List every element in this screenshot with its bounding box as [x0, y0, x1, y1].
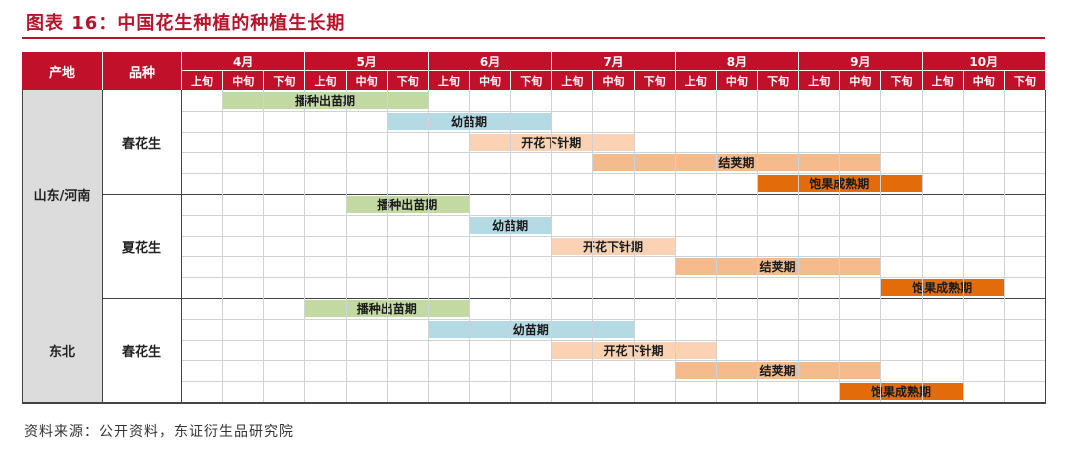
- header-month: 5月: [304, 52, 428, 70]
- header-dekad: 中旬: [222, 70, 264, 90]
- stage-bar: 结荚期: [674, 362, 881, 380]
- col-line: [304, 90, 306, 402]
- col-border: [22, 90, 23, 402]
- col-line: [386, 90, 388, 402]
- col-line: [798, 90, 800, 402]
- col-line: [962, 90, 964, 402]
- col-line: [674, 90, 676, 402]
- header-dekad: 中旬: [592, 70, 634, 90]
- header-month: 9月: [798, 52, 922, 70]
- col-border: [1045, 90, 1046, 402]
- col-line: [1003, 90, 1005, 402]
- row-line: [181, 214, 1045, 216]
- stage-bar: 播种出苗期: [222, 91, 428, 109]
- source-note: 资料来源：公开资料，东证衍生品研究院: [24, 424, 294, 440]
- header-month: 7月: [551, 52, 675, 70]
- header-variety: 品种: [102, 52, 181, 90]
- crop-label: 春花生: [121, 136, 161, 152]
- header-origin: 产地: [22, 52, 102, 90]
- header-dekad: 上旬: [304, 70, 346, 90]
- col-line: [880, 90, 882, 402]
- header-dekad: 上旬: [798, 70, 840, 90]
- row-line: [181, 152, 1045, 154]
- row-line: [181, 381, 1045, 383]
- row-line: [181, 360, 1045, 362]
- col-line: [510, 90, 512, 402]
- row-line: [181, 318, 1045, 320]
- region-cell: [22, 298, 102, 402]
- region-label: 东北: [48, 344, 75, 360]
- header-dekad: 下旬: [880, 70, 922, 90]
- page-title: 图表 16：中国花生种植的种植生长期: [26, 13, 346, 34]
- header-dekad: 中旬: [715, 70, 757, 90]
- header-dekad: 中旬: [345, 70, 387, 90]
- stage-bar: 饱果成熟期: [880, 279, 1004, 297]
- crop-label: 夏花生: [121, 240, 161, 256]
- row-line: [181, 235, 1045, 237]
- header-month: 4月: [181, 52, 305, 70]
- stage-bar: 开花下针期: [551, 237, 675, 255]
- header-month: 10月: [921, 52, 1045, 70]
- col-line: [592, 90, 594, 402]
- header-dekad: 下旬: [510, 70, 552, 90]
- col-line: [345, 90, 347, 402]
- header-month: 6月: [427, 52, 552, 70]
- region-separator: [22, 298, 1045, 299]
- header-dekad: 中旬: [469, 70, 511, 90]
- header-month: 8月: [674, 52, 799, 70]
- title-rule: [22, 37, 1045, 39]
- col-line: [427, 90, 429, 402]
- region-label: 山东/河南: [33, 188, 91, 204]
- col-line: [715, 90, 717, 402]
- col-line: [222, 90, 224, 402]
- stage-bar: 结荚期: [592, 154, 881, 172]
- header-dekad: 下旬: [386, 70, 428, 90]
- stage-bar: 结荚期: [674, 258, 881, 276]
- row-line: [181, 256, 1045, 258]
- header-dekad: 上旬: [181, 70, 223, 90]
- header-dekad: 上旬: [674, 70, 716, 90]
- col-line: [921, 90, 923, 402]
- stage-bar: 幼苗期: [427, 320, 634, 338]
- region-cell: [22, 90, 102, 298]
- table-bottom: [22, 402, 1046, 404]
- col-border: [181, 90, 182, 402]
- crop-separator: [102, 194, 1045, 195]
- col-line: [469, 90, 470, 402]
- header-dekad: 下旬: [263, 70, 305, 90]
- crop-label: 春花生: [121, 344, 161, 360]
- header-dekad: 上旬: [427, 70, 469, 90]
- row-line: [181, 110, 1045, 112]
- row-line: [181, 277, 1045, 279]
- header-dekad: 上旬: [921, 70, 963, 90]
- header-dekad: 下旬: [757, 70, 799, 90]
- stage-bar: 播种出苗期: [345, 195, 469, 213]
- col-line: [551, 90, 553, 402]
- col-line: [757, 90, 758, 402]
- col-border: [102, 90, 103, 402]
- header-dekad: 下旬: [1003, 70, 1045, 90]
- row-line: [181, 131, 1045, 133]
- stage-bar: 饱果成熟期: [839, 383, 963, 401]
- header-dekad: 中旬: [962, 70, 1004, 90]
- col-line: [263, 90, 265, 402]
- col-line: [633, 90, 635, 402]
- header-dekad: 下旬: [633, 70, 675, 90]
- header-dekad: 中旬: [839, 70, 881, 90]
- col-line: [839, 90, 841, 402]
- row-line: [181, 173, 1045, 175]
- row-line: [181, 339, 1045, 341]
- header-dekad: 上旬: [551, 70, 593, 90]
